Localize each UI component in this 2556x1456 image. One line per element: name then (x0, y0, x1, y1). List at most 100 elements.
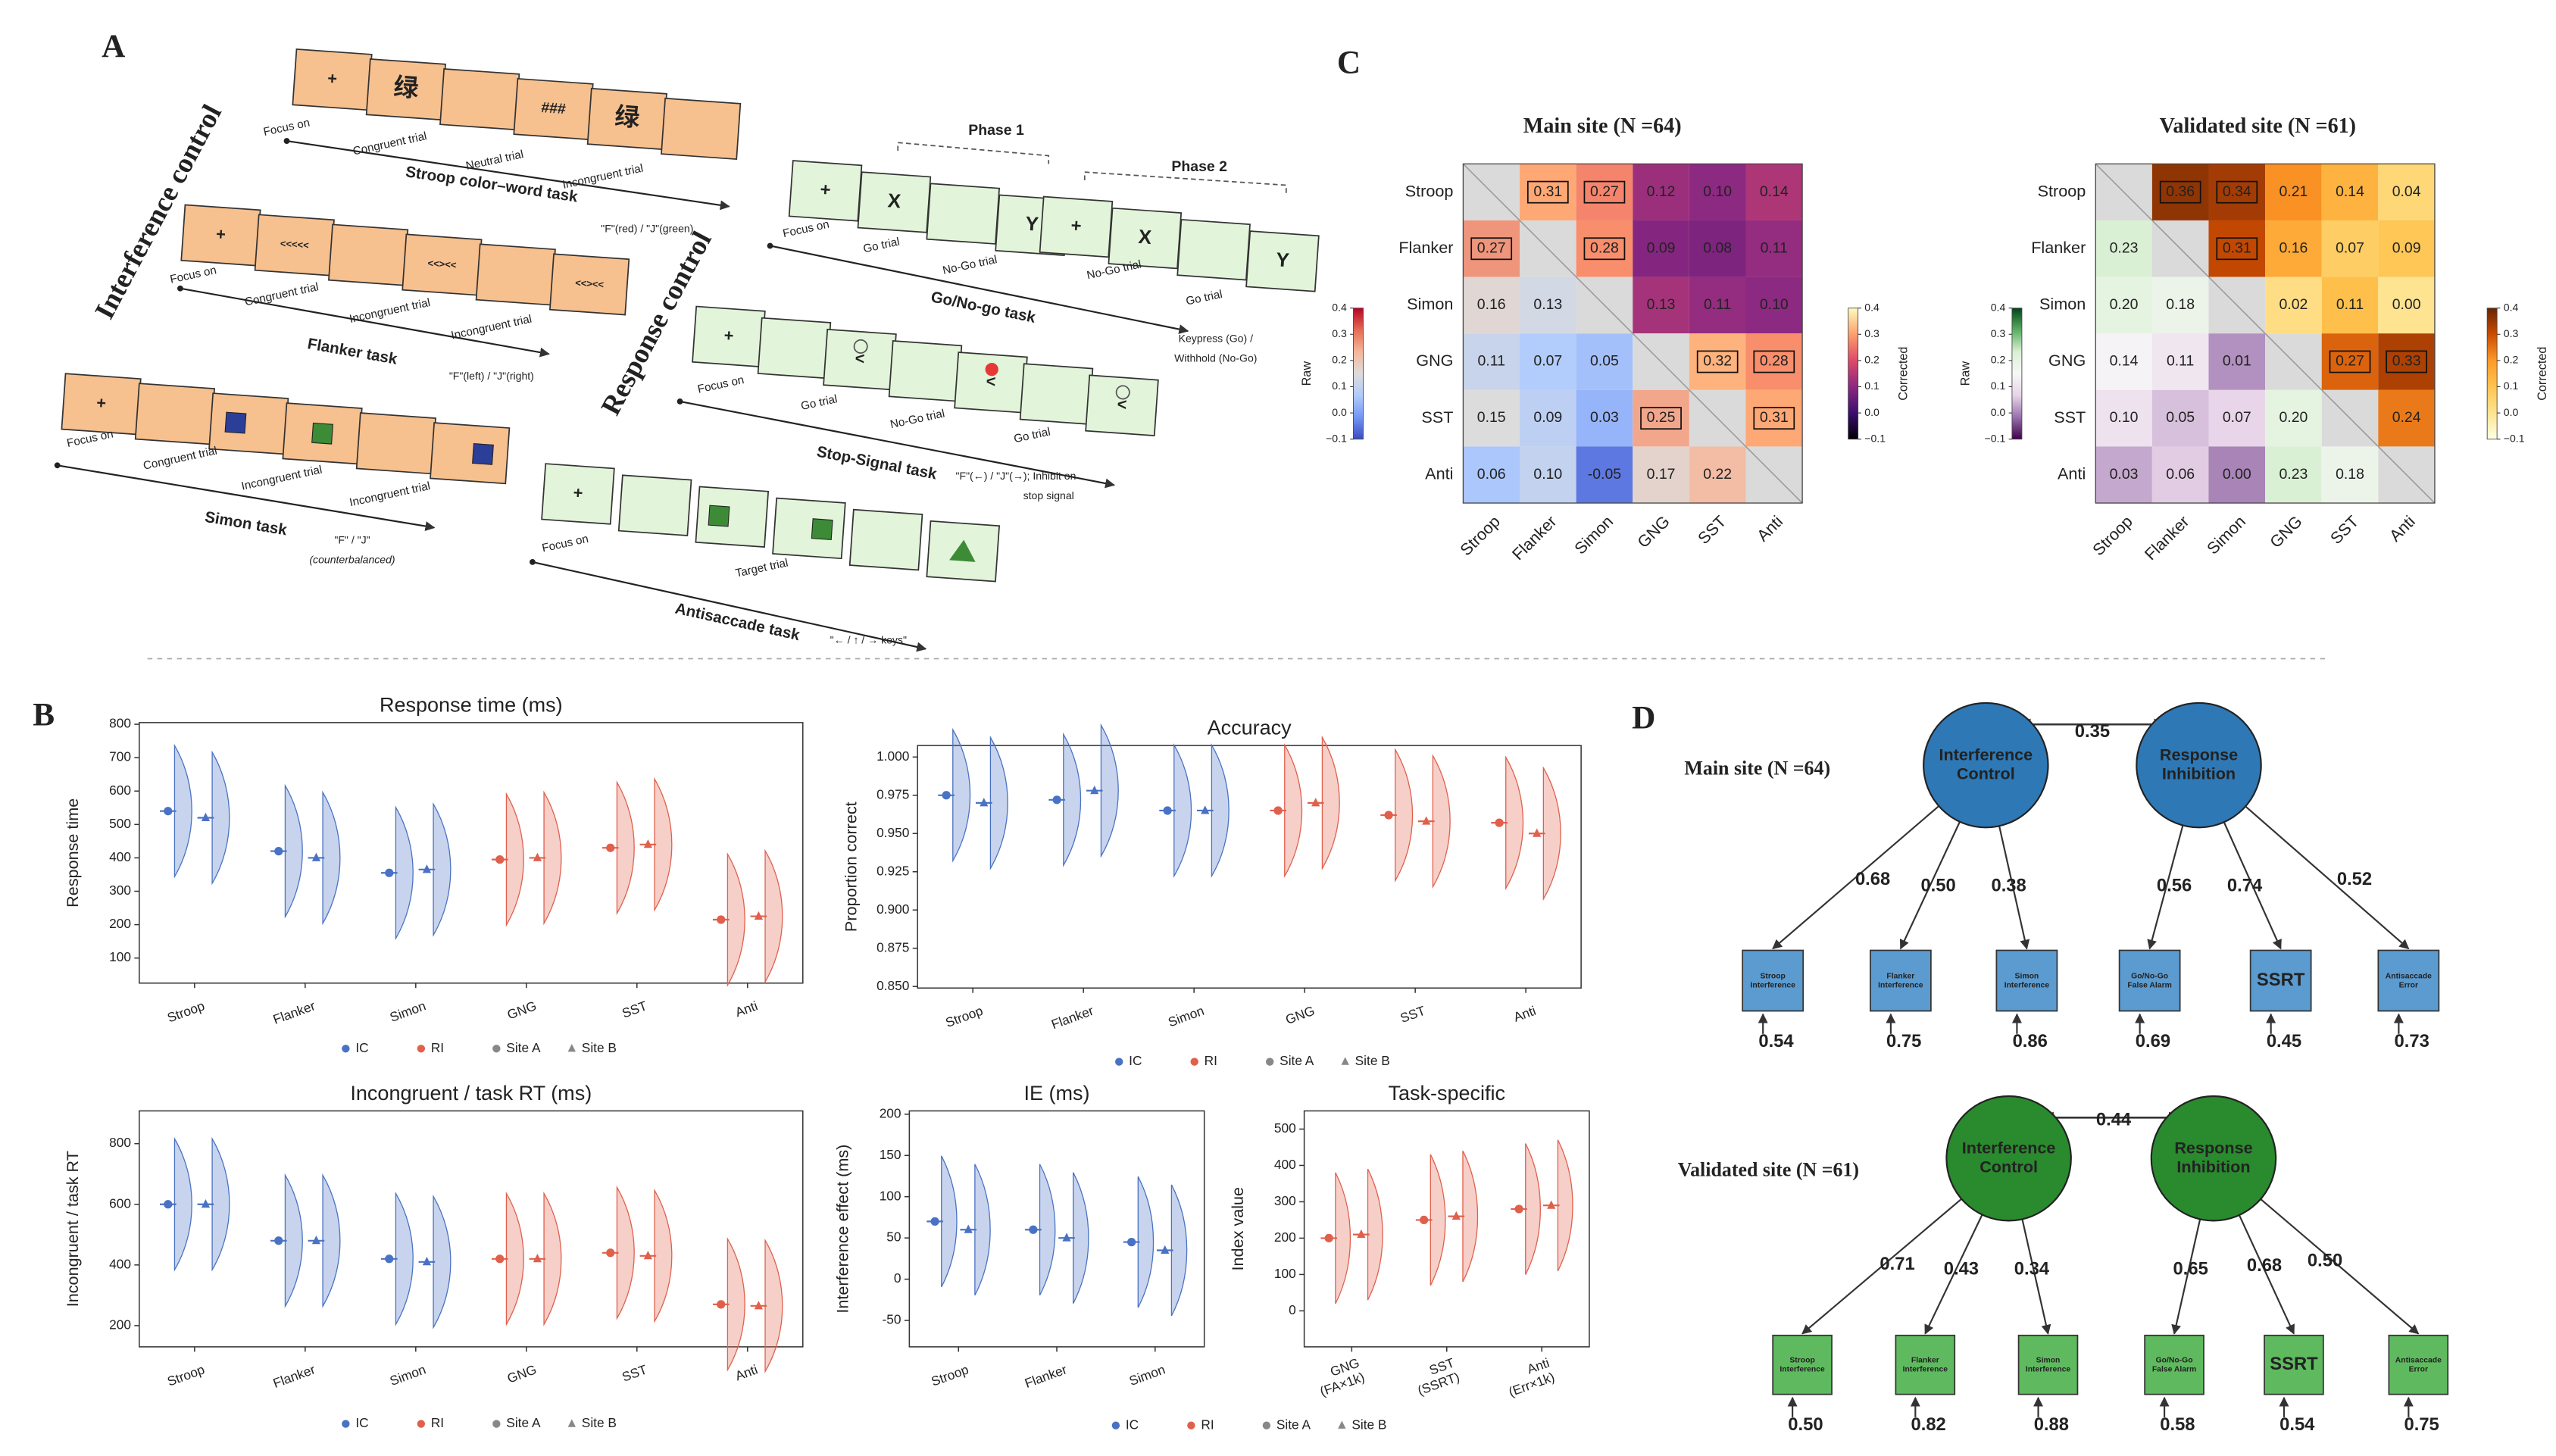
y-axis-label: Incongruent / task RT (63, 1151, 82, 1307)
phase-bracket (1083, 171, 1287, 194)
median-point (1062, 1233, 1071, 1242)
cell-label: 0.07 (2336, 239, 2364, 256)
median-point (717, 1300, 726, 1309)
x-tick-label: SST(SSRT) (1411, 1354, 1462, 1398)
cell-label: 0.23 (2110, 239, 2139, 256)
heatmap-cell (2265, 389, 2322, 447)
stimulus-card: + (292, 48, 373, 111)
median-point (643, 1251, 653, 1260)
plot-frame (139, 722, 804, 984)
residual-label: 0.54 (1758, 1031, 1794, 1051)
residual-label: 0.50 (1788, 1414, 1823, 1435)
indicator-box (2388, 1334, 2449, 1395)
card-face (1245, 230, 1320, 292)
stimulus-symbol: ### (541, 99, 567, 117)
chart-title: Accuracy (1208, 717, 1292, 739)
residual-label: 0.58 (2160, 1414, 2195, 1435)
card-face (327, 223, 409, 286)
stimulus-symbol: 绿 (614, 102, 641, 131)
heatmap-cell (2151, 333, 2209, 390)
stimulus-card (888, 340, 963, 402)
violin (322, 790, 341, 926)
cell-label: 0.07 (2223, 409, 2251, 426)
cell-label: 0.14 (2110, 353, 2139, 370)
heatmap-cell (1463, 389, 1520, 447)
row-label: Flanker (2031, 238, 2086, 257)
stimulus-symbol: <<><< (575, 277, 605, 291)
colorbar-label: Raw (1300, 361, 1314, 386)
y-axis-label: Proportion correct (841, 801, 860, 932)
median-point (385, 868, 394, 877)
heatmap-cell (1689, 164, 1746, 220)
cell-label: 0.31 (2223, 239, 2251, 256)
y-tick-label: 0.925 (876, 863, 909, 878)
cell-label: 0.02 (2279, 296, 2308, 313)
diagonal-stroke (2264, 333, 2323, 391)
row-label: Stroop (2038, 181, 2086, 200)
covariance-label: 0.44 (2096, 1110, 2132, 1130)
heatmap-cell (2208, 333, 2266, 390)
y-tick-label: 100 (109, 949, 131, 964)
colorbar-tick-label: 0.1 (1991, 380, 2006, 392)
x-tick-label: Stroop (165, 998, 207, 1025)
column-label: Simon (2203, 512, 2249, 558)
column-label: GNG (2266, 512, 2305, 551)
cell-label: 0.21 (2279, 183, 2308, 200)
violin (1211, 743, 1230, 878)
heatmap-cell (1689, 220, 1746, 277)
y-tick-label: 800 (109, 716, 131, 731)
cell-label: 0.06 (2166, 466, 2195, 483)
stimulus-card (439, 67, 520, 131)
phase-bracket (897, 142, 1050, 164)
heatmap-cell (1520, 389, 1576, 447)
x-tick-label: Stroop (943, 1003, 985, 1030)
median-point (533, 1254, 542, 1263)
legend-marker (1111, 1421, 1120, 1429)
timeline-arrow (770, 245, 1189, 334)
violin (173, 743, 192, 879)
violin (974, 1164, 991, 1296)
stimulus-card (661, 97, 742, 161)
x-tick-label: Anti(Err×1k) (1501, 1354, 1557, 1399)
y-axis-label: Interference effect (ms) (833, 1145, 852, 1314)
legend-label: IC (1126, 1417, 1139, 1432)
colorbar-tick-label: 0.4 (2504, 301, 2519, 313)
legend-label: Site B (582, 1040, 617, 1055)
colorbar-tick-label: 0.3 (1991, 327, 2006, 339)
indicator-box (1895, 1334, 1956, 1395)
stimulus-symbol: + (723, 326, 734, 345)
stimulus-symbol: + (820, 180, 832, 201)
indicator-label: Simon Interference (2004, 972, 2050, 989)
trial-label: Incongruent trial (240, 464, 323, 493)
median-point (495, 855, 505, 864)
stimulus-card (208, 392, 289, 455)
loading-label: 0.43 (1944, 1259, 1979, 1279)
column-label: Flanker (2141, 512, 2193, 564)
colorbar-tick-label: 0.2 (1991, 354, 2006, 366)
task-name: Stroop color–word task (405, 163, 580, 205)
x-tick-label: Simon (388, 1361, 428, 1389)
cell-label: 0.32 (1703, 353, 1732, 370)
colorbar-tick-label: 0.1 (1864, 380, 1880, 392)
loading-label: 0.56 (2157, 875, 2192, 895)
x-tick-label: Stroop (929, 1361, 970, 1389)
violin (726, 1236, 745, 1372)
violin (1173, 743, 1192, 878)
median-point (1273, 806, 1283, 815)
colorbar-tick-label: 0.0 (1332, 406, 1347, 418)
heatmap-cell (1576, 446, 1633, 504)
response-mapping: (counterbalanced) (309, 553, 395, 565)
heatmap-cell (2208, 389, 2266, 447)
stimulus-symbol: Y (1025, 214, 1039, 236)
cell-label: 0.16 (1477, 296, 1506, 313)
violin (1367, 1168, 1383, 1301)
stimulus-card (926, 183, 1001, 245)
y-tick-label: 0.975 (876, 786, 909, 801)
median-point (533, 852, 542, 861)
column-label: Anti (1753, 512, 1786, 545)
legend-marker (567, 1044, 577, 1052)
violin (1542, 766, 1561, 901)
stimulus-shape (472, 442, 494, 465)
legend-label: Site A (506, 1415, 541, 1430)
indicator-label: Go/No-Go False Alarm (2152, 1356, 2196, 1373)
